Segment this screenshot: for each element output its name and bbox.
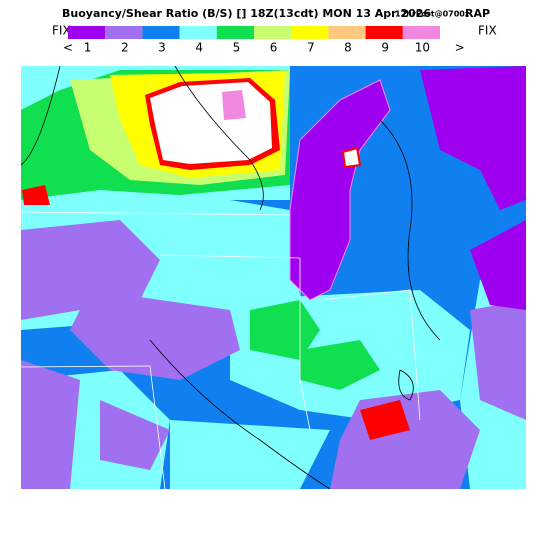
legend-swatch [216, 26, 254, 39]
legend-right: FIX [478, 24, 497, 38]
legend-label: 1 [84, 41, 92, 55]
purple-region [70, 290, 240, 380]
purple-region [100, 400, 170, 470]
lake-huron [420, 66, 526, 210]
purple-region [21, 220, 160, 320]
legend-label: 3 [158, 41, 166, 55]
legend-swatch [68, 26, 106, 39]
legend-swatch [142, 26, 180, 39]
legend-label: 2 [121, 41, 129, 55]
lake-michigan [289, 79, 391, 301]
pink-region [222, 90, 246, 120]
green-region [300, 340, 380, 390]
color-legend: <1 2 3 4 5 6 7 8 9 10 > [63, 26, 465, 55]
legend-swatch [254, 26, 292, 39]
lake-erie [470, 220, 526, 310]
map-title: Buoyancy/Shear Ratio (B/S) [] 18Z(13cdt)… [62, 7, 431, 20]
legend-label: 5 [233, 41, 241, 55]
legend-label: 9 [381, 41, 389, 55]
legend-label: > [455, 41, 465, 55]
legend-label: 4 [195, 41, 203, 55]
cyan-region [170, 420, 330, 489]
model-label: RAP [465, 7, 490, 20]
legend-label: 6 [270, 41, 278, 55]
legend-label: 7 [307, 41, 315, 55]
legend-label: 10 [415, 41, 430, 55]
purple-region [21, 360, 80, 489]
purple-region [470, 300, 526, 420]
legend-label: 8 [344, 41, 352, 55]
white-region [341, 146, 362, 169]
map [21, 66, 526, 489]
legend-left: FIX [52, 24, 71, 38]
legend-label: < [63, 41, 73, 55]
legend-swatch [105, 26, 143, 39]
legend-swatch [328, 26, 366, 39]
white-region [150, 82, 272, 164]
green-region [250, 300, 320, 360]
contours [21, 66, 441, 489]
legend-swatch [402, 26, 440, 39]
forecast-label: 12hrFcst@0700z [395, 10, 470, 19]
legend-swatch [179, 26, 217, 39]
legend-swatch [291, 26, 329, 39]
red-region [360, 400, 410, 440]
state-borders [21, 211, 421, 489]
red-region [22, 185, 50, 205]
legend-swatch [365, 26, 403, 39]
